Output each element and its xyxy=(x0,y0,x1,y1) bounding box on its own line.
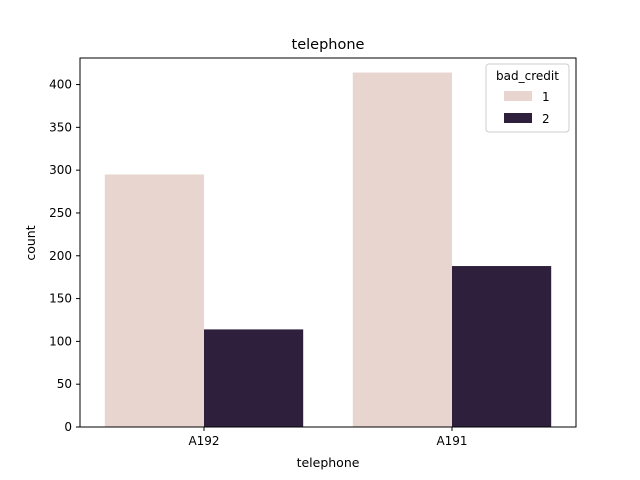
y-tick-label: 200 xyxy=(49,249,72,263)
legend-title: bad_credit xyxy=(496,69,559,83)
y-tick-label: 300 xyxy=(49,163,72,177)
legend-label-1: 1 xyxy=(542,90,550,104)
y-tick-label: 350 xyxy=(49,120,72,134)
legend-swatch-2 xyxy=(504,113,532,123)
y-tick-label: 50 xyxy=(57,377,72,391)
bar-A191-series-2 xyxy=(452,266,552,427)
x-tick-label: A191 xyxy=(436,434,467,448)
x-axis: A192 A191 xyxy=(188,427,468,448)
chart-title: telephone xyxy=(292,37,365,53)
bar-A191-series-1 xyxy=(352,72,452,427)
y-tick-label: 400 xyxy=(49,78,72,92)
y-tick-label: 250 xyxy=(49,206,72,220)
legend-swatch-1 xyxy=(504,91,532,101)
y-tick-label: 150 xyxy=(49,292,72,306)
legend: bad_credit 1 2 xyxy=(485,63,570,133)
y-tick-label: 0 xyxy=(64,420,72,434)
y-axis: 0 50 100 150 200 250 300 350 400 xyxy=(49,78,80,434)
y-axis-label: count xyxy=(23,225,38,260)
bar-A192-series-2 xyxy=(204,329,304,427)
legend-label-2: 2 xyxy=(542,112,550,126)
bar-A192-series-1 xyxy=(104,174,204,427)
plot-area xyxy=(79,57,577,428)
plot-frame xyxy=(79,57,577,428)
x-tick-label: A192 xyxy=(188,434,219,448)
y-tick-label: 100 xyxy=(49,334,72,348)
x-axis-label: telephone xyxy=(297,455,360,470)
